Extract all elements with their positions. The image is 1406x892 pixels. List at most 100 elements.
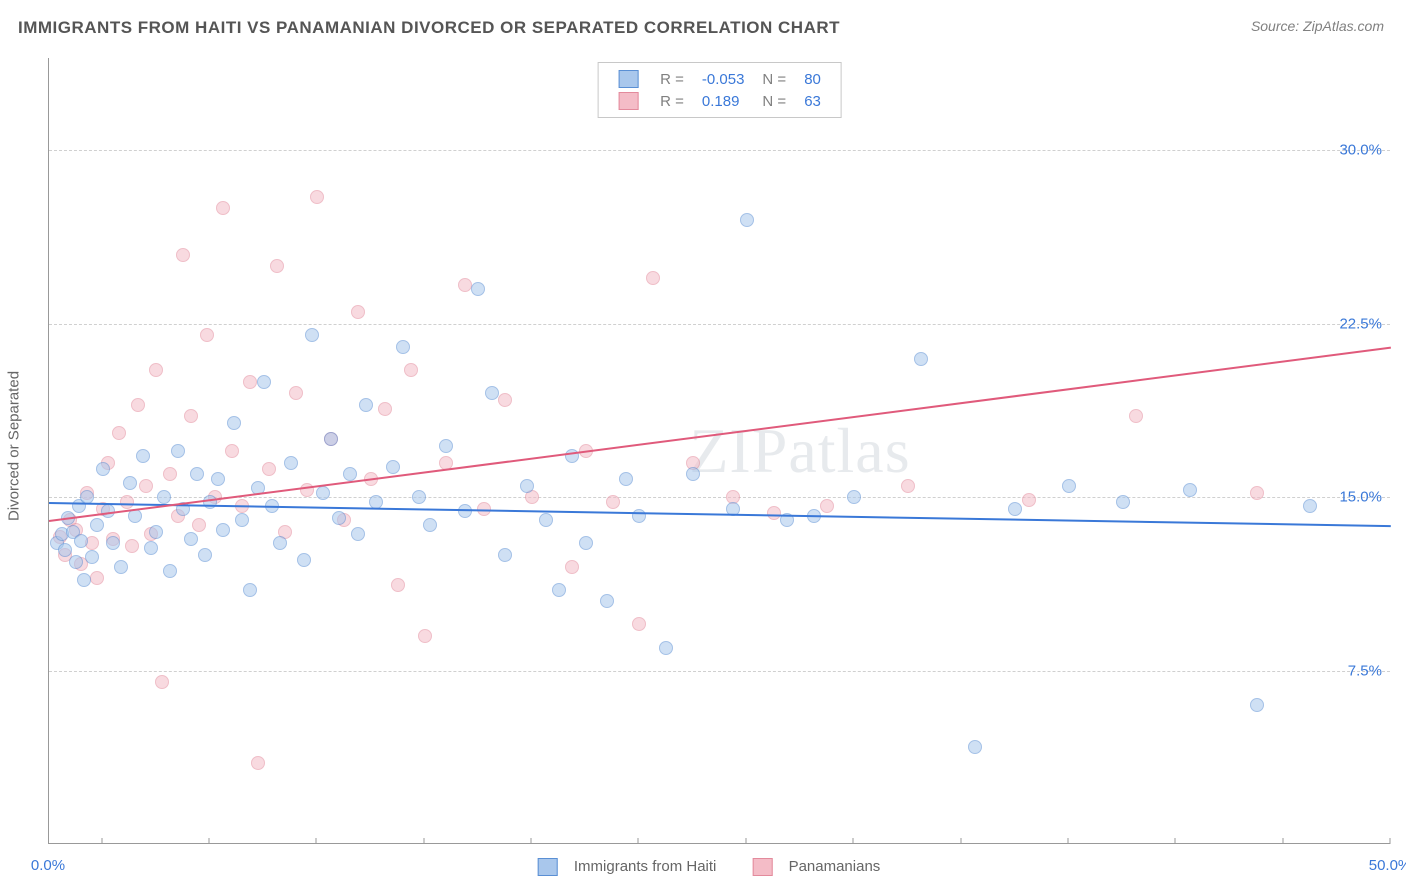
data-point xyxy=(404,363,418,377)
data-point xyxy=(632,509,646,523)
data-point xyxy=(163,564,177,578)
data-point xyxy=(565,560,579,574)
data-point xyxy=(270,259,284,273)
r-value: -0.053 xyxy=(702,71,745,88)
data-point xyxy=(600,594,614,608)
x-tick-mark xyxy=(745,838,746,844)
data-point xyxy=(343,467,357,481)
data-point xyxy=(552,583,566,597)
data-point xyxy=(120,495,134,509)
r-label: R = xyxy=(660,93,684,110)
data-point xyxy=(1022,493,1036,507)
x-tick-mark xyxy=(1390,838,1391,844)
legend-item: Panamanians xyxy=(740,858,880,875)
n-label: N = xyxy=(762,93,786,110)
data-point xyxy=(359,398,373,412)
data-point xyxy=(901,479,915,493)
data-point xyxy=(847,490,861,504)
data-point xyxy=(112,426,126,440)
data-point xyxy=(125,539,139,553)
n-value: 63 xyxy=(804,93,821,110)
data-point xyxy=(412,490,426,504)
data-point xyxy=(351,527,365,541)
data-point xyxy=(498,548,512,562)
data-point xyxy=(58,543,72,557)
trend-line xyxy=(49,502,1391,527)
data-point xyxy=(316,486,330,500)
legend-swatch xyxy=(752,858,772,876)
data-point xyxy=(243,583,257,597)
data-point xyxy=(155,675,169,689)
y-tick-label: 22.5% xyxy=(1339,315,1382,332)
data-point xyxy=(216,523,230,537)
data-point xyxy=(90,571,104,585)
data-point xyxy=(289,386,303,400)
x-tick-mark xyxy=(423,838,424,844)
data-point xyxy=(520,479,534,493)
x-tick-mark xyxy=(1282,838,1283,844)
data-point xyxy=(1129,409,1143,423)
data-point xyxy=(632,617,646,631)
legend-swatch xyxy=(618,70,638,88)
data-point xyxy=(157,490,171,504)
data-point xyxy=(539,513,553,527)
data-point xyxy=(485,386,499,400)
data-point xyxy=(686,467,700,481)
data-point xyxy=(123,476,137,490)
data-point xyxy=(1008,502,1022,516)
n-label: N = xyxy=(762,71,786,88)
data-point xyxy=(1303,499,1317,513)
source-attribution: Source: ZipAtlas.com xyxy=(1251,18,1384,34)
data-point xyxy=(235,513,249,527)
data-point xyxy=(184,409,198,423)
scatter-chart: ZIPatlas R =-0.053N =80R =0.189N =63 7.5… xyxy=(48,58,1390,844)
legend-row: R = 0.189 N = 63 xyxy=(610,91,829,111)
data-point xyxy=(163,467,177,481)
x-tick-mark xyxy=(638,838,639,844)
data-point xyxy=(171,444,185,458)
data-point xyxy=(439,439,453,453)
data-point xyxy=(243,375,257,389)
data-point xyxy=(190,467,204,481)
data-point xyxy=(646,271,660,285)
data-point xyxy=(740,213,754,227)
data-point xyxy=(192,518,206,532)
r-label: R = xyxy=(660,71,684,88)
data-point xyxy=(396,340,410,354)
legend-swatch xyxy=(618,92,638,110)
data-point xyxy=(90,518,104,532)
data-point xyxy=(85,550,99,564)
gridline xyxy=(49,671,1390,672)
y-tick-label: 15.0% xyxy=(1339,489,1382,506)
data-point xyxy=(659,641,673,655)
data-point xyxy=(284,456,298,470)
data-point xyxy=(106,536,120,550)
data-point xyxy=(200,328,214,342)
data-point xyxy=(198,548,212,562)
gridline xyxy=(49,150,1390,151)
data-point xyxy=(1062,479,1076,493)
data-point xyxy=(144,541,158,555)
x-tick-label: 0.0% xyxy=(31,857,65,874)
x-tick-mark xyxy=(101,838,102,844)
data-point xyxy=(273,536,287,550)
data-point xyxy=(471,282,485,296)
data-point xyxy=(69,555,83,569)
data-point xyxy=(914,352,928,366)
data-point xyxy=(458,278,472,292)
data-point xyxy=(498,393,512,407)
data-point xyxy=(378,402,392,416)
r-value: 0.189 xyxy=(702,93,740,110)
data-point xyxy=(297,553,311,567)
x-tick-mark xyxy=(1175,838,1176,844)
data-point xyxy=(251,756,265,770)
data-point xyxy=(386,460,400,474)
data-point xyxy=(305,328,319,342)
x-tick-mark xyxy=(853,838,854,844)
data-point xyxy=(227,416,241,430)
data-point xyxy=(257,375,271,389)
data-point xyxy=(606,495,620,509)
data-point xyxy=(77,573,91,587)
legend-row: R =-0.053N =80 xyxy=(610,69,829,89)
data-point xyxy=(131,398,145,412)
